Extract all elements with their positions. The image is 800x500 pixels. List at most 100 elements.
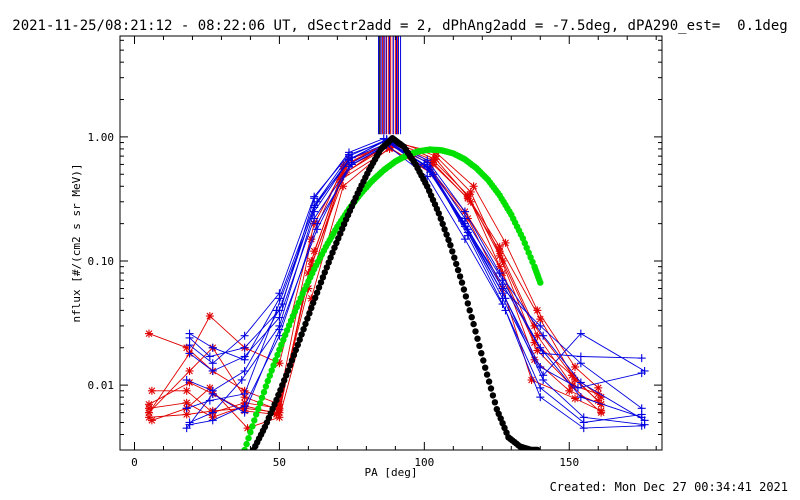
fit-curve-dot [445, 236, 452, 244]
point-mark [533, 347, 541, 354]
fit-curve-dot [282, 331, 289, 339]
fit-curve-dot [255, 405, 262, 413]
point-mark [276, 359, 283, 367]
fit-curve-dot [456, 273, 464, 280]
data-point [185, 366, 194, 375]
series-line [186, 142, 645, 426]
x-tick-label: 150 [559, 456, 579, 469]
series-line [186, 137, 642, 392]
fit-curve-dot [310, 299, 317, 307]
data-point [573, 383, 582, 392]
fit-curve-dot [483, 371, 491, 378]
y-tick-label: 0.01 [88, 379, 115, 392]
fit-curve-dot [480, 357, 487, 364]
data-point [640, 366, 649, 375]
data-point [185, 349, 194, 358]
data-point [536, 315, 545, 324]
data-point [240, 331, 249, 340]
fit-curve-dot [321, 269, 328, 276]
fit-curve-dot [482, 364, 489, 371]
point-mark [310, 247, 318, 255]
data-point [275, 313, 284, 322]
data-point [536, 383, 545, 392]
data-point [147, 416, 156, 425]
data-point [205, 312, 214, 321]
fit-curve-dot [281, 377, 288, 384]
fit-curve-dot [251, 417, 258, 424]
data-point [495, 269, 504, 278]
data-point [423, 156, 432, 165]
fit-curve-dot [476, 342, 483, 350]
fit-curve-dot [276, 346, 283, 353]
point-mark [502, 239, 509, 247]
data-point [313, 225, 322, 234]
fit-curve-dot [286, 362, 294, 369]
fit-curve-dot [245, 435, 252, 442]
data-point [495, 242, 504, 251]
point-mark [565, 387, 573, 395]
series-line [151, 147, 602, 429]
point-mark [594, 390, 602, 398]
series-line [148, 142, 599, 413]
data-point [208, 343, 217, 352]
fit-curve-dot [300, 326, 307, 333]
data-point [344, 148, 353, 157]
data-point [579, 424, 588, 433]
data-point [576, 352, 585, 361]
fit-curve-dot [454, 266, 462, 274]
data-point [463, 192, 472, 201]
fit-curve-dot [274, 351, 281, 359]
point-mark [273, 410, 280, 417]
point-mark [145, 404, 153, 412]
fit-curve-dot [278, 341, 285, 348]
fit-curve-dot [472, 328, 479, 335]
data-point [530, 355, 539, 364]
fit-curve-dot [296, 336, 303, 343]
point-mark [531, 356, 538, 364]
series-layer [144, 36, 649, 450]
point-mark [186, 379, 193, 386]
fit-curve-dot [462, 293, 470, 300]
fit-curve-dot [460, 286, 468, 293]
fit-curve-dot [325, 259, 332, 266]
data-point [182, 375, 191, 384]
fit-curve-dot [485, 378, 493, 385]
point-mark [339, 182, 347, 190]
series-line [189, 142, 645, 377]
data-point [240, 366, 249, 375]
data-point [431, 155, 440, 164]
x-tick-label: 0 [131, 456, 138, 469]
y-tick-label: 0.10 [88, 255, 115, 268]
fit-curve-dot [437, 215, 444, 222]
fit-curve-dot [317, 279, 325, 286]
fit-curve-dot [306, 310, 313, 317]
point-mark [183, 399, 191, 407]
data-point [208, 408, 217, 417]
x-axis-label: PA [deg] [365, 466, 418, 479]
fit-curve-dot [241, 446, 248, 450]
point-mark [307, 235, 315, 243]
point-mark [496, 243, 504, 251]
point-mark [206, 384, 214, 392]
data-point [498, 294, 507, 303]
data-point [240, 343, 249, 352]
data-point [536, 321, 545, 330]
point-mark [467, 188, 475, 196]
fit-curve-dot [443, 231, 450, 238]
data-point [344, 162, 353, 171]
data-point [576, 329, 585, 338]
fit-curve-dot [302, 320, 309, 328]
data-point [460, 207, 469, 216]
point-mark [571, 395, 579, 402]
data-point [275, 325, 284, 334]
fit-curve-dot [329, 249, 336, 256]
point-mark [148, 416, 156, 424]
data-point [208, 366, 217, 375]
point-mark [528, 376, 535, 384]
data-point [426, 168, 435, 177]
data-point [539, 371, 548, 380]
data-point [501, 238, 510, 247]
data-point [576, 378, 585, 387]
data-point [640, 416, 649, 425]
